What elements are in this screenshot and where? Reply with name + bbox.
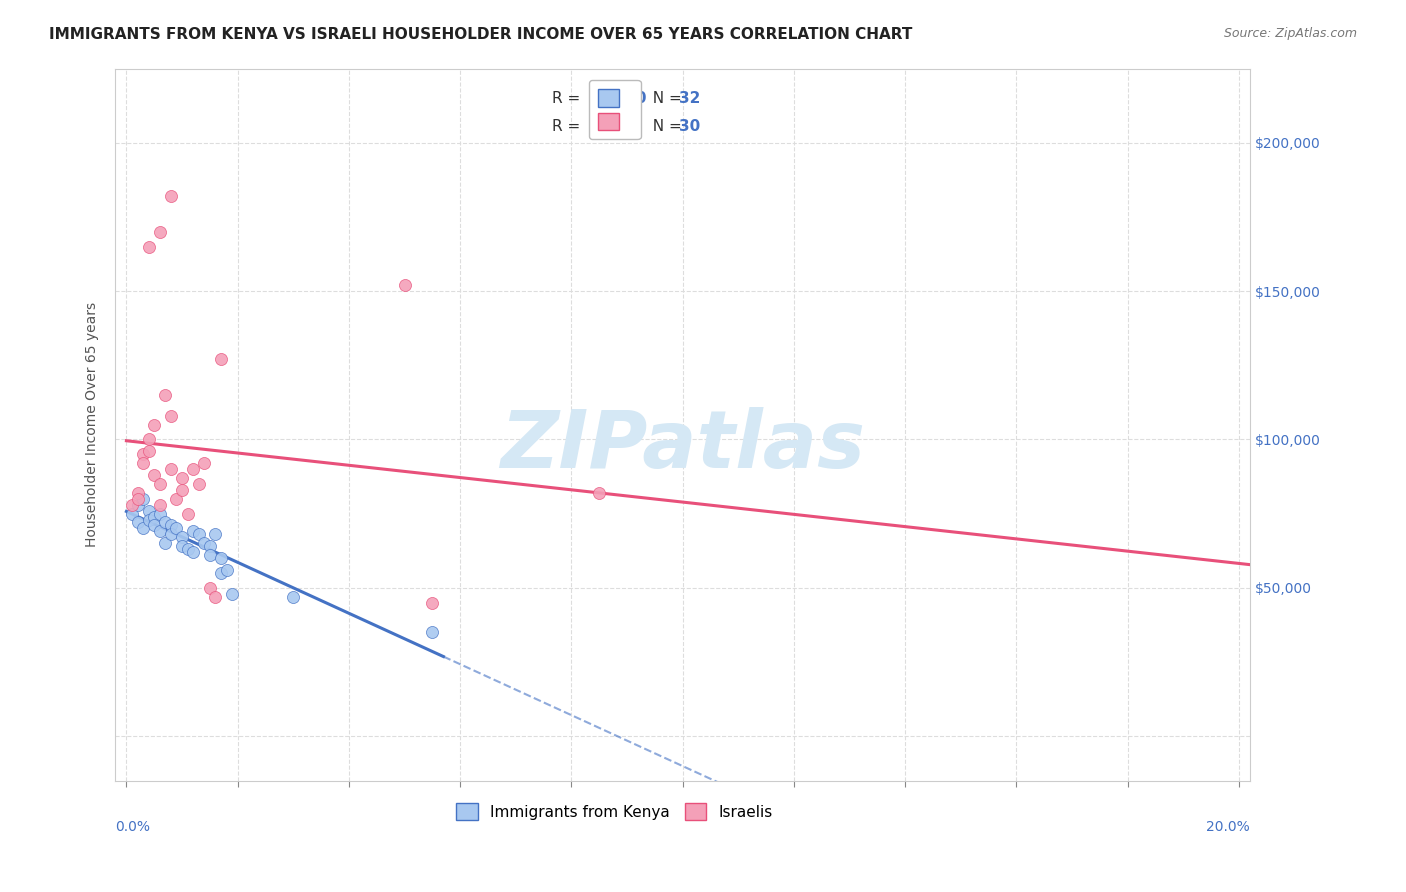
Point	[127, 485, 149, 500]
Point	[155, 536, 177, 550]
Point	[149, 524, 172, 539]
Text: N =: N =	[643, 91, 686, 106]
Point	[143, 509, 166, 524]
Point	[215, 563, 238, 577]
Point	[149, 225, 172, 239]
Point	[138, 444, 160, 458]
Point	[143, 417, 166, 432]
Text: 0.0%: 0.0%	[115, 820, 150, 834]
Point	[138, 503, 160, 517]
Point	[181, 524, 204, 539]
Point	[204, 590, 226, 604]
Point	[209, 352, 232, 367]
Text: 0.115: 0.115	[595, 120, 643, 135]
Point	[198, 581, 221, 595]
Text: N =: N =	[643, 120, 686, 135]
Point	[127, 498, 149, 512]
Point	[166, 491, 188, 506]
Point	[170, 539, 193, 553]
Point	[121, 498, 143, 512]
Point	[420, 596, 443, 610]
Point	[160, 518, 183, 533]
Point	[143, 518, 166, 533]
Point	[160, 409, 183, 423]
Point	[170, 471, 193, 485]
Point	[193, 536, 215, 550]
Point	[143, 468, 166, 483]
Text: 30: 30	[679, 120, 700, 135]
Point	[132, 456, 155, 470]
Point	[221, 587, 243, 601]
Point	[420, 625, 443, 640]
Point	[160, 462, 183, 476]
Text: -0.530: -0.530	[592, 91, 647, 106]
Point	[187, 527, 209, 541]
Text: 20.0%: 20.0%	[1206, 820, 1250, 834]
Point	[149, 477, 172, 491]
Point	[198, 548, 221, 562]
Y-axis label: Householder Income Over 65 years: Householder Income Over 65 years	[86, 302, 100, 547]
Point	[176, 507, 198, 521]
Point	[138, 433, 160, 447]
Point	[198, 539, 221, 553]
Point	[155, 516, 177, 530]
Point	[209, 566, 232, 580]
Point	[155, 388, 177, 402]
Text: R =: R =	[553, 120, 591, 135]
Point	[138, 239, 160, 253]
Point	[170, 483, 193, 497]
Text: R =: R =	[553, 91, 585, 106]
Point	[170, 530, 193, 544]
Point	[204, 527, 226, 541]
Point	[176, 542, 198, 557]
Point	[209, 551, 232, 566]
Point	[149, 507, 172, 521]
Point	[394, 278, 416, 293]
Point	[187, 477, 209, 491]
Text: ZIPatlas: ZIPatlas	[501, 407, 865, 485]
Point	[160, 189, 183, 203]
Point	[132, 521, 155, 535]
Text: 32: 32	[679, 91, 700, 106]
Point	[132, 491, 155, 506]
Point	[127, 491, 149, 506]
Point	[149, 498, 172, 512]
Text: Source: ZipAtlas.com: Source: ZipAtlas.com	[1223, 27, 1357, 40]
Point	[132, 447, 155, 461]
Legend: Immigrants from Kenya, Israelis: Immigrants from Kenya, Israelis	[450, 797, 779, 826]
Point	[160, 527, 183, 541]
Point	[121, 507, 143, 521]
Point	[588, 485, 610, 500]
Point	[138, 512, 160, 526]
Point	[127, 516, 149, 530]
Point	[181, 545, 204, 559]
Point	[283, 590, 305, 604]
Point	[181, 462, 204, 476]
Point	[166, 521, 188, 535]
Text: IMMIGRANTS FROM KENYA VS ISRAELI HOUSEHOLDER INCOME OVER 65 YEARS CORRELATION CH: IMMIGRANTS FROM KENYA VS ISRAELI HOUSEHO…	[49, 27, 912, 42]
Point	[193, 456, 215, 470]
